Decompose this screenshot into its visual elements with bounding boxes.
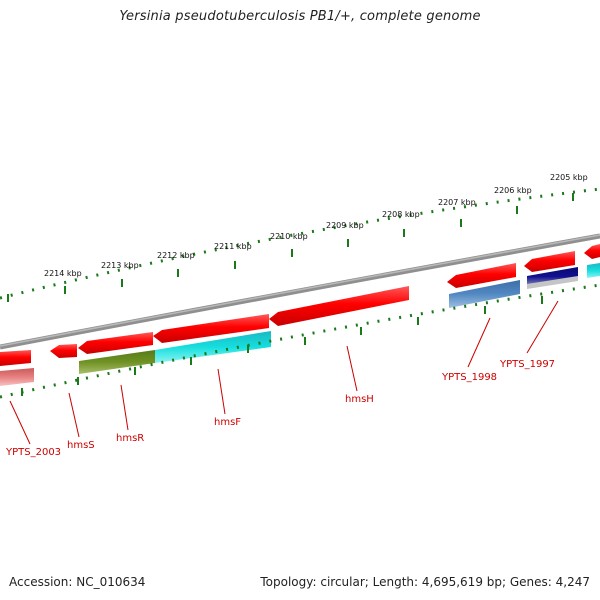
gene-label: hmsH (345, 394, 374, 405)
gene-arrow-hmsf (153, 314, 269, 343)
ruler-label: 2213 kbp (101, 261, 139, 270)
ruler-label: 2208 kbp (382, 210, 420, 219)
cds-block-pink (0, 368, 34, 386)
outer-ruler-ring (0, 187, 600, 300)
gene-arrow-hmsh (269, 286, 409, 326)
ruler-label: 2209 kbp (326, 221, 364, 230)
genome-backbone (0, 233, 600, 350)
ruler-label: 2206 kbp (494, 186, 532, 195)
ruler-labels: 2205 kbp 2206 kbp 2207 kbp 2208 kbp 2209… (44, 173, 588, 278)
gene-arrow-ypts1997 (524, 251, 575, 272)
gene-arrow-ypts2003 (0, 350, 31, 366)
ruler-label: 2214 kbp (44, 269, 82, 278)
gene-label: YPTS_2003 (5, 447, 61, 458)
ruler-label: 2205 kbp (550, 173, 588, 182)
gene-arrow-offscreen (584, 244, 600, 259)
gene-arrow-hmss (50, 344, 77, 358)
cds-block-navy (527, 267, 578, 286)
ruler-label: 2210 kbp (270, 232, 308, 241)
gene-label: hmsR (116, 433, 144, 444)
cds-block-cyan (155, 331, 271, 363)
outer-major-ticks (7, 193, 574, 302)
cds-block-steelblue (449, 280, 520, 308)
gene-arrow-hmsr (78, 332, 153, 354)
gene-label: YPTS_1998 (441, 372, 497, 383)
gene-label: hmsS (67, 440, 95, 451)
accession-text: Accession: NC_010634 (9, 575, 146, 589)
cds-block-olive (79, 350, 155, 374)
gene-label: hmsF (214, 417, 241, 428)
ruler-label: 2207 kbp (438, 198, 476, 207)
ruler-label: 2212 kbp (157, 251, 195, 260)
cds-block-gray (527, 276, 578, 289)
genome-summary-text: Topology: circular; Length: 4,695,619 bp… (260, 575, 590, 589)
gene-labels: YPTS_1997 YPTS_1998 hmsH hmsF hmsR hmsS … (5, 359, 555, 458)
gene-arrow-ypts1998 (447, 263, 516, 288)
forward-genes (0, 244, 600, 366)
cds-track (0, 263, 600, 386)
map-title: Yersinia pseudotuberculosis PB1/+, compl… (119, 9, 481, 24)
cds-block-cyan-edge (587, 263, 600, 278)
ruler-label: 2211 kbp (214, 242, 252, 251)
inner-major-ticks (21, 296, 543, 396)
gene-label: YPTS_1997 (499, 359, 555, 370)
label-leaders (9, 300, 559, 445)
